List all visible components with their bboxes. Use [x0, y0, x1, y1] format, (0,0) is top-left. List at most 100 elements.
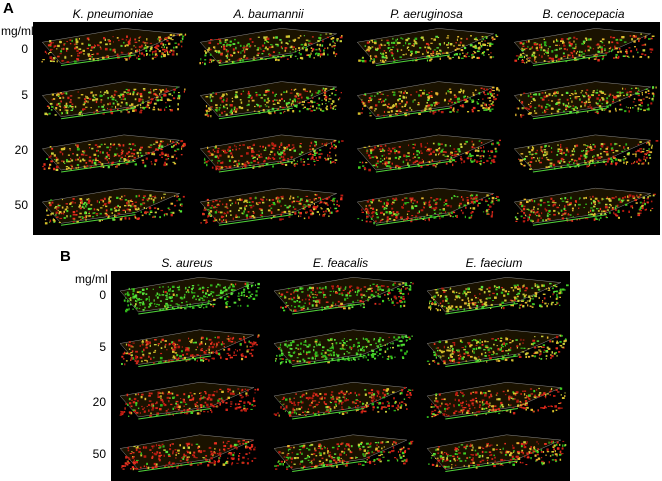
biofilm-speckle	[535, 61, 537, 63]
biofilm-speckle	[374, 146, 377, 149]
biofilm-speckle	[216, 352, 219, 355]
biofilm-speckle	[248, 340, 250, 343]
biofilm-speckle	[241, 50, 244, 52]
biofilm-speckle	[650, 200, 653, 203]
biofilm-speckle	[86, 198, 89, 201]
biofilm-speckle	[169, 105, 171, 107]
biofilm-speckle	[235, 91, 238, 94]
biofilm-speckle	[299, 49, 301, 52]
biofilm-speckle	[154, 50, 157, 53]
biofilm-speckle	[78, 206, 81, 208]
biofilm-speckle	[376, 114, 380, 116]
biofilm-speckle	[637, 51, 639, 54]
biofilm-speckle	[565, 147, 568, 149]
biofilm-speckle	[386, 199, 389, 201]
biofilm-speckle	[150, 101, 152, 104]
biofilm-speckle	[565, 104, 568, 107]
biofilm-speckle	[88, 159, 92, 162]
biofilm-speckle	[478, 42, 481, 45]
biofilm-speckle	[410, 94, 412, 96]
biofilm-speckle	[242, 90, 244, 92]
biofilm-speckle	[92, 98, 95, 102]
biofilm-speckle	[265, 46, 267, 48]
biofilm-speckle	[576, 160, 578, 162]
biofilm-speckle	[639, 159, 642, 162]
biofilm-speckle	[322, 87, 325, 90]
biofilm-speckle	[601, 41, 604, 44]
biofilm-speckle	[641, 206, 644, 210]
biofilm-speckle	[300, 161, 303, 163]
biofilm-speckle	[220, 397, 223, 400]
biofilm-speckle	[312, 97, 314, 99]
biofilm-speckle	[229, 210, 232, 213]
biofilm-speckle	[431, 207, 433, 209]
biofilm-speckle	[93, 96, 96, 99]
biofilm-speckle	[132, 143, 134, 146]
biofilm-speckle	[492, 56, 495, 58]
biofilm-speckle	[572, 216, 574, 218]
biofilm-speckle	[53, 167, 56, 171]
biofilm-speckle	[591, 108, 593, 110]
biofilm-speckle	[217, 283, 220, 286]
biofilm-speckle	[305, 39, 309, 41]
biofilm-speckle	[431, 55, 435, 57]
biofilm-speckle	[309, 148, 312, 151]
biofilm-speckle	[587, 94, 590, 98]
biofilm-speckle	[224, 166, 228, 168]
biofilm-speckle	[597, 104, 600, 106]
biofilm-speckle	[161, 98, 163, 100]
biofilm-speckle	[583, 95, 585, 98]
biofilm-speckle	[474, 149, 478, 151]
biofilm-speckle	[299, 200, 301, 202]
biofilm-speckle	[116, 55, 119, 57]
biofilm-speckle	[464, 215, 466, 219]
biofilm-speckle	[652, 86, 655, 89]
biofilm-speckle	[230, 110, 233, 113]
biofilm-speckle	[522, 52, 525, 55]
biofilm-speckle	[370, 201, 373, 204]
biofilm-speckle	[566, 148, 569, 151]
biofilm-speckle	[391, 91, 395, 93]
biofilm-speckle	[163, 54, 166, 57]
biofilm-speckle	[430, 53, 433, 55]
axis-line	[532, 54, 607, 67]
panel-a-species-4: B. cenocepacia	[542, 7, 625, 21]
biofilm-speckle	[109, 146, 112, 149]
biofilm-speckle	[614, 142, 616, 146]
biofilm-speckle	[403, 219, 406, 221]
biofilm-speckle	[533, 98, 535, 101]
biofilm-speckle	[443, 204, 445, 207]
biofilm-speckle	[140, 205, 142, 207]
biofilm-speckle	[232, 48, 235, 51]
biofilm-speckle	[237, 388, 240, 390]
biofilm-speckle	[116, 165, 118, 168]
biofilm-speckle	[405, 96, 407, 99]
biofilm-speckle	[253, 298, 255, 300]
biofilm-speckle	[225, 301, 227, 304]
biofilm-speckle	[254, 45, 256, 47]
biofilm-speckle	[314, 193, 316, 196]
biofilm-speckle	[243, 401, 246, 404]
biofilm-speckle	[316, 43, 319, 46]
biofilm-speckle	[315, 53, 317, 56]
biofilm-speckle	[386, 56, 388, 59]
biofilm-speckle	[483, 51, 485, 54]
biofilm-speckle	[339, 40, 342, 43]
biofilm-speckle	[428, 153, 431, 156]
biofilm-speckle	[648, 38, 651, 40]
biofilm-speckle	[229, 40, 232, 43]
biofilm-speckle	[233, 109, 236, 111]
biofilm-speckle	[575, 38, 578, 40]
biofilm-speckle	[125, 352, 128, 355]
biofilm-speckle	[435, 165, 437, 168]
biofilm-speckle	[223, 290, 226, 292]
biofilm-speckle	[244, 409, 247, 412]
biofilm-speckle	[574, 150, 576, 153]
biofilm-speckle	[226, 107, 228, 110]
biofilm-speckle	[78, 111, 82, 113]
biofilm-speckle	[334, 105, 337, 107]
biofilm-speckle	[373, 221, 375, 225]
biofilm-speckle	[173, 144, 175, 147]
biofilm-speckle	[177, 408, 180, 411]
biofilm-speckle	[127, 151, 131, 153]
